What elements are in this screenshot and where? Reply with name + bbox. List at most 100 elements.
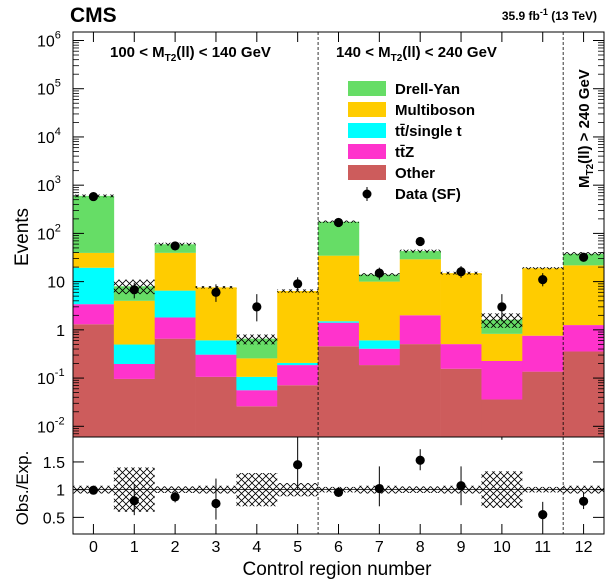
data-point-region-5 — [293, 279, 303, 289]
x-tick-label-1: 1 — [130, 539, 139, 556]
bar-drell-yan-region-0 — [73, 195, 115, 253]
uncertainty-band-region-11 — [522, 267, 564, 270]
ratio-point-region-6 — [333, 487, 344, 498]
bar-other-region-9 — [440, 368, 482, 437]
bar-tt-single-t-region-5 — [277, 362, 319, 366]
data-point-region-8 — [415, 236, 425, 247]
x-tick-label-3: 3 — [212, 539, 221, 556]
y-tick-label-1000000: 106 — [37, 29, 61, 50]
bar-tt-single-t-region-3 — [195, 340, 237, 355]
x-tick-label-8: 8 — [416, 539, 425, 556]
y-axis-label-ratio: Obs./Exp. — [13, 451, 32, 526]
ratio-point-region-9 — [456, 481, 466, 491]
uncertainty-band-region-8 — [399, 249, 441, 253]
data-point-region-0 — [88, 191, 99, 202]
bar-multiboson-region-8 — [399, 259, 441, 316]
x-tick-label-10: 10 — [493, 539, 511, 556]
x-axis-label: Control region number — [242, 559, 432, 580]
bar-other-region-11 — [522, 371, 564, 437]
bar-drell-yan-region-8 — [399, 251, 441, 260]
y-tick-label-100000: 105 — [37, 78, 61, 99]
legend-label-tt-single-t: tt̄/single t — [395, 123, 462, 140]
x-tick-label-0: 0 — [89, 539, 98, 556]
bar-multiboson-region-5 — [277, 290, 319, 363]
ratio-point-region-2 — [170, 492, 180, 502]
ratio-point-region-0 — [88, 485, 99, 495]
bar-tt-z-region-12 — [563, 325, 605, 352]
luminosity-label: 35.9 fb-1 (13 TeV) — [502, 7, 597, 23]
bar-tt-z-region-8 — [399, 315, 441, 345]
data-point-region-3 — [211, 287, 221, 297]
y-tick-label-10000: 104 — [37, 126, 61, 147]
legend-label-data: Data (SF) — [395, 186, 461, 203]
x-tick-label-9: 9 — [457, 539, 466, 556]
x-tick-label-5: 5 — [293, 539, 302, 556]
bar-multiboson-region-4 — [236, 358, 278, 377]
bar-tt-single-t-region-1 — [113, 344, 155, 364]
bar-other-region-8 — [399, 344, 441, 437]
region-label-0: 100 < MT2(ll) < 140 GeV — [110, 44, 271, 64]
bar-tt-single-t-region-0 — [73, 267, 115, 305]
bar-tt-z-region-11 — [522, 335, 564, 372]
bar-tt-single-t-region-2 — [154, 290, 196, 318]
x-tick-label-4: 4 — [252, 539, 261, 556]
bar-tt-z-region-1 — [113, 363, 155, 379]
experiment-label: CMS — [70, 4, 117, 27]
legend-swatch-drell-yan — [348, 81, 386, 96]
data-point-region-7 — [374, 268, 384, 278]
bar-other-region-10 — [481, 399, 523, 437]
ratio-y-tick-label-1: 1 — [56, 483, 65, 500]
legend-swatch-tt-single-t — [348, 123, 386, 138]
y-tick-label-100: 102 — [37, 222, 61, 243]
bar-multiboson-region-1 — [113, 300, 155, 345]
data-point-region-6 — [333, 217, 344, 228]
legend-label-drell-yan: Drell-Yan — [395, 81, 460, 98]
x-tick-label-12: 12 — [575, 539, 593, 556]
bar-multiboson-region-6 — [318, 255, 360, 322]
bar-drell-yan-region-6 — [318, 221, 360, 256]
bar-tt-single-t-region-6 — [318, 321, 360, 323]
bar-other-region-12 — [563, 351, 605, 437]
ratio-point-region-1 — [129, 496, 139, 506]
bar-other-region-6 — [318, 346, 360, 437]
data-point-region-4 — [252, 302, 262, 312]
bar-multiboson-region-9 — [440, 273, 482, 345]
ratio-point-region-3 — [211, 498, 221, 509]
bar-multiboson-region-2 — [154, 252, 196, 291]
ratio-y-tick-label-1.5: 1.5 — [43, 455, 65, 472]
legend-swatch-other — [348, 165, 386, 180]
bar-other-region-2 — [154, 338, 196, 437]
legend-swatch-tt-z — [348, 144, 386, 159]
ratio-point-region-8 — [415, 455, 425, 465]
region-label-2: MT2(ll) > 240 GeV — [576, 69, 596, 188]
bar-tt-z-region-3 — [195, 354, 237, 377]
bar-other-region-4 — [236, 406, 278, 437]
bar-tt-single-t-region-4 — [236, 376, 278, 391]
x-tick-label-2: 2 — [171, 539, 180, 556]
bar-tt-z-region-0 — [73, 304, 115, 325]
bar-multiboson-region-12 — [563, 265, 605, 326]
bar-other-region-1 — [113, 378, 155, 437]
bar-tt-single-t-region-7 — [358, 340, 401, 349]
y-tick-label-1: 1 — [56, 323, 65, 340]
y-tick-label-1000: 103 — [37, 174, 61, 195]
bar-tt-z-region-2 — [154, 317, 196, 339]
data-point-region-10 — [497, 302, 507, 312]
y-tick-label-10: 10 — [47, 275, 65, 292]
data-point-region-11 — [538, 275, 548, 285]
y-tick-label-0.01: 10-2 — [37, 415, 65, 436]
bar-other-region-7 — [358, 365, 401, 437]
uncertainty-band-region-4 — [236, 334, 278, 345]
legend-label-other: Other — [395, 165, 435, 182]
data-point-region-1 — [129, 285, 139, 295]
data-point-region-9 — [456, 267, 466, 277]
bar-tt-z-region-4 — [236, 390, 278, 407]
data-point-region-12 — [578, 252, 589, 262]
x-tick-label-7: 7 — [375, 539, 384, 556]
bar-multiboson-region-10 — [481, 333, 523, 361]
y-axis-label-top: Events — [12, 208, 33, 266]
ratio-point-region-11 — [538, 509, 548, 520]
bar-other-region-5 — [277, 385, 319, 437]
